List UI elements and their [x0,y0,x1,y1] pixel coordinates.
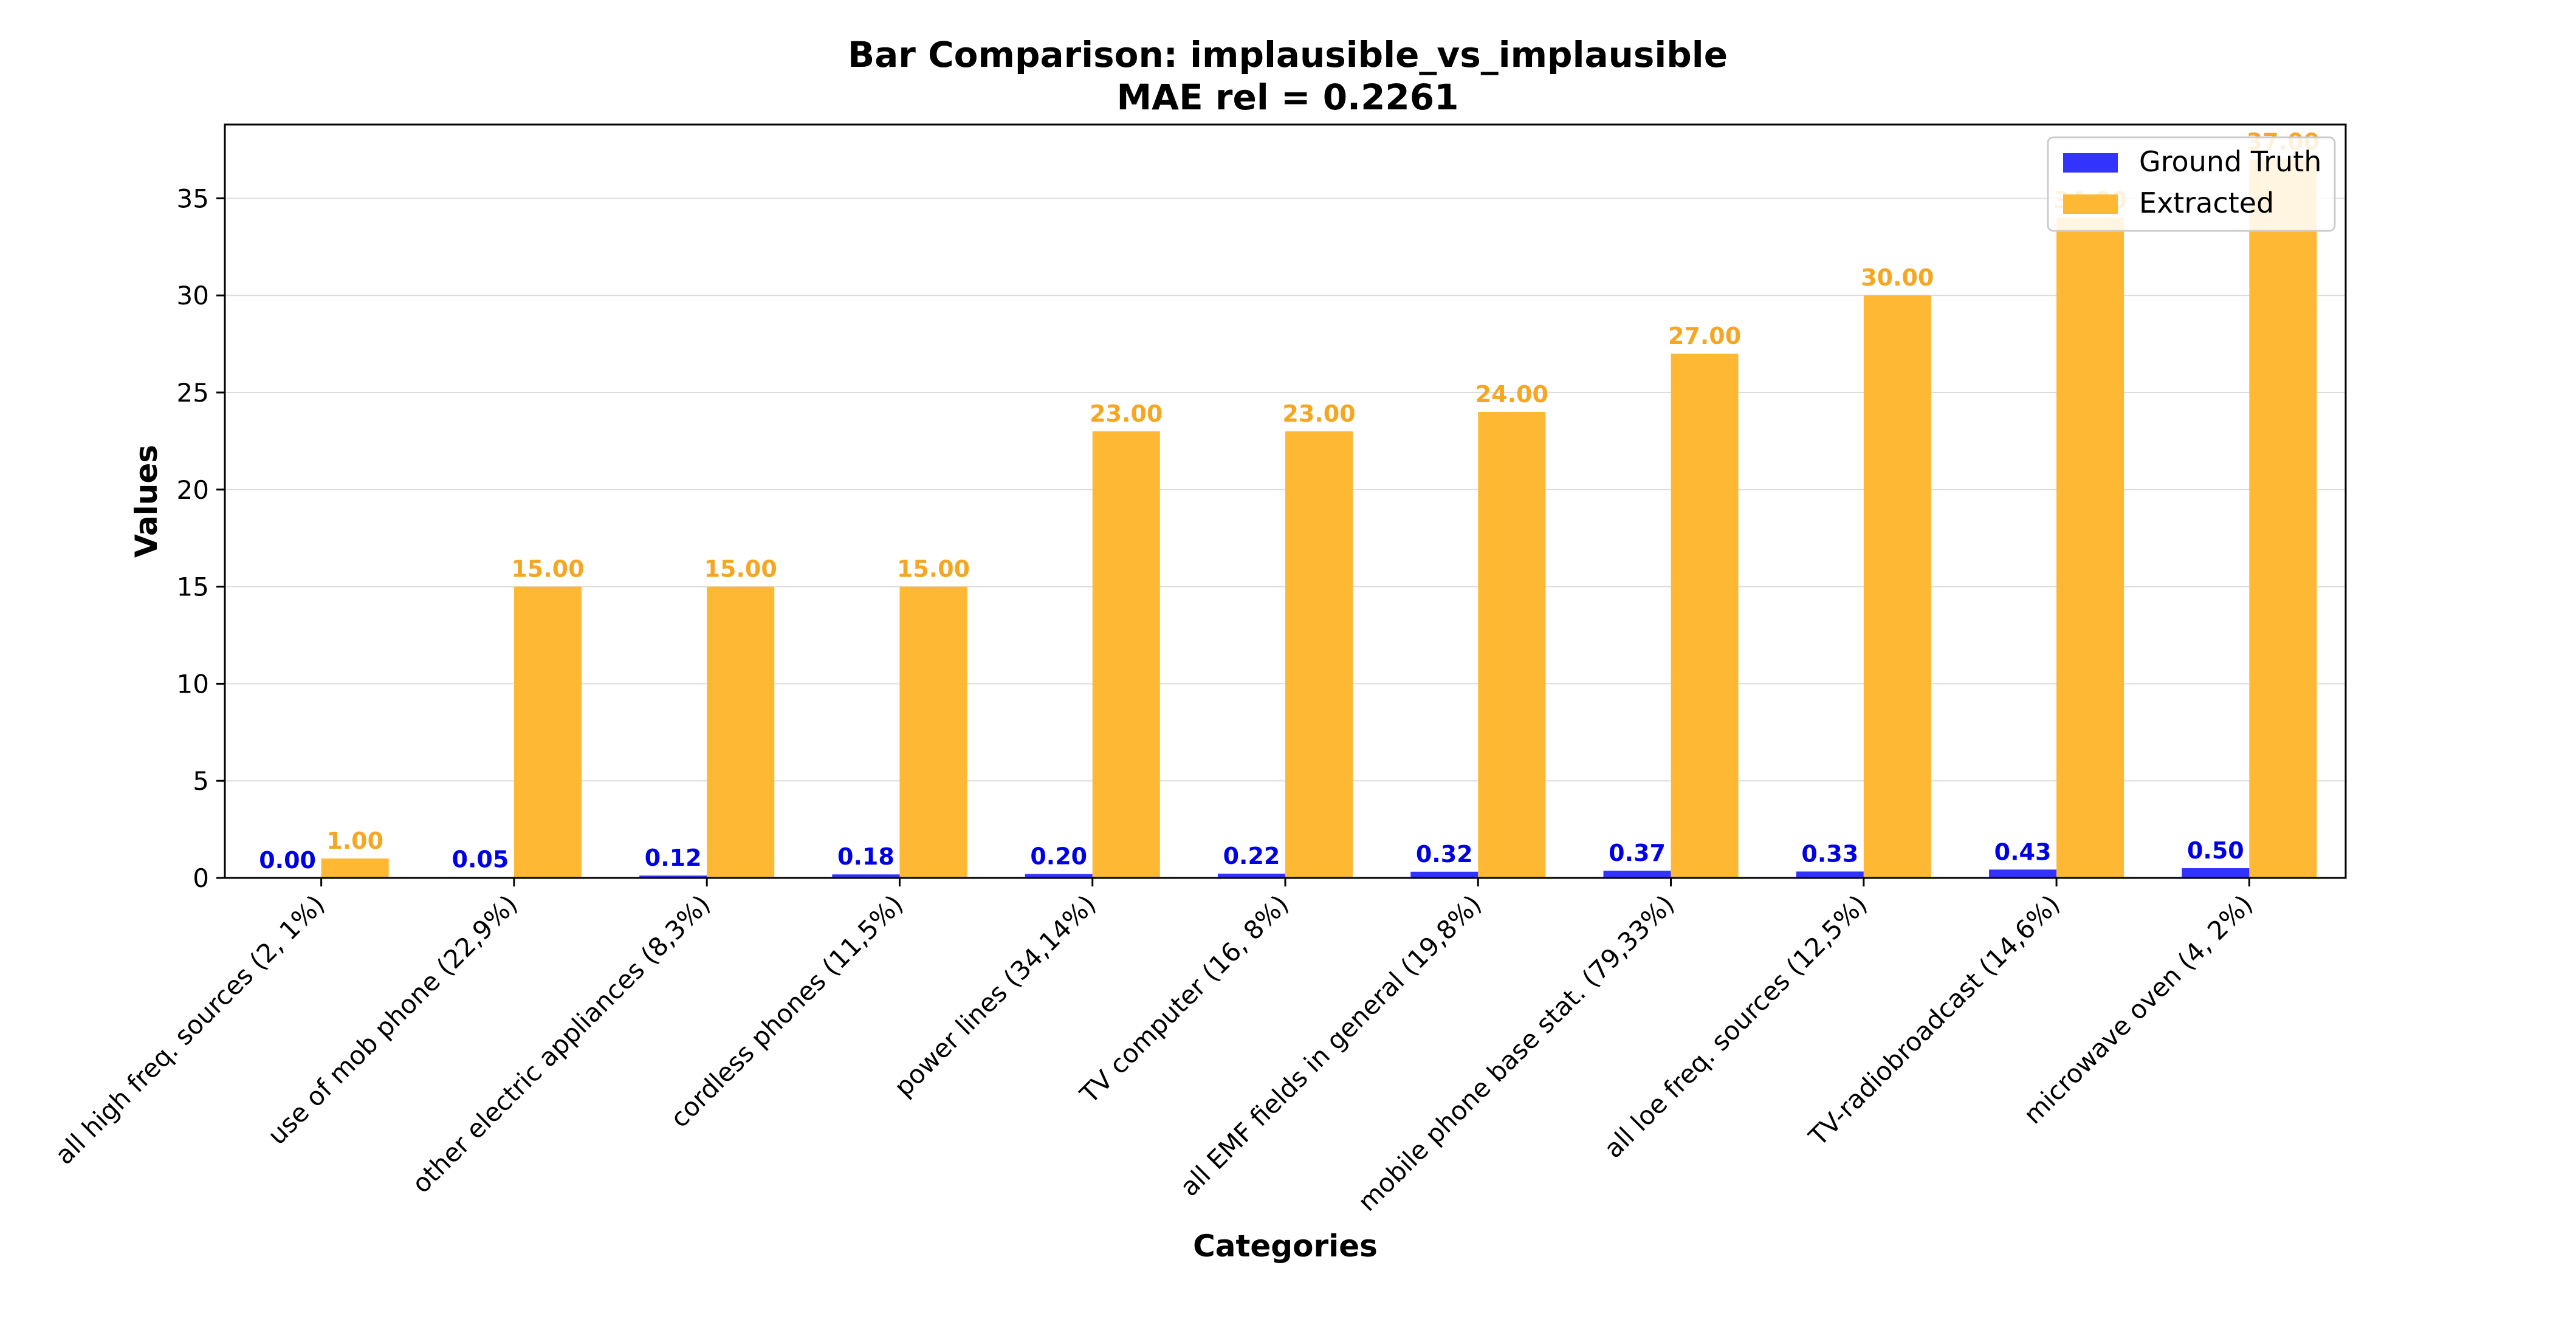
data-label-ground-truth: 0.37 [1609,840,1666,866]
data-label-ground-truth: 0.22 [1223,843,1280,869]
bar-ground-truth [1410,871,1479,878]
y-axis: 0 5 10 15 20 25 30 35 [177,183,225,893]
data-label-ground-truth: 0.43 [1994,838,2052,865]
bar-extracted [1863,295,1931,878]
data-label-ground-truth: 0.50 [2187,837,2244,864]
y-tick-label: 0 [193,863,209,893]
y-tick-label: 30 [177,281,209,310]
data-label-ground-truth: 0.12 [645,845,702,871]
bar-extracted [2249,159,2317,879]
x-tick-label: cordless phones (11,5%) [665,889,909,1133]
data-label-extracted: 30.00 [1861,264,1934,291]
bar-extracted [1285,431,1353,878]
x-tick-label: other electric appliances (8,3%) [406,889,716,1199]
x-tick-label: mobile phone base stat. (79,33%) [1352,889,1680,1217]
bar-ground-truth [639,875,707,878]
y-tick-label: 10 [177,669,209,699]
data-label-extracted: 24.00 [1475,381,1548,408]
bar-extracted [707,586,775,878]
data-label-extracted: 23.00 [1282,400,1355,427]
data-label-extracted: 27.00 [1668,323,1741,349]
chart-subtitle: MAE rel = 0.2261 [1116,77,1458,118]
legend-swatch-extracted [2063,194,2118,214]
y-tick-label: 25 [177,378,209,408]
bar-ground-truth [1989,869,2057,878]
bar-extracted [513,586,582,878]
data-label-extracted: 15.00 [511,556,584,583]
bar-extracted [2056,218,2124,878]
x-tick-label: microwave oven (4, 2%) [2018,889,2258,1129]
bar-ground-truth [1217,873,1285,878]
x-tick-label: power lines (34,14%) [888,889,1102,1102]
bars [321,159,2317,879]
bar-extracted [321,858,389,878]
data-label-ground-truth: 0.18 [837,843,895,870]
data-label-ground-truth: 0.33 [1801,840,1858,867]
y-tick-label: 5 [193,766,209,796]
y-tick-label: 20 [177,475,209,505]
bar-extracted [1478,411,1546,878]
legend-label-ground-truth: Ground Truth [2139,145,2321,178]
bar-extracted [1092,431,1160,878]
bar-ground-truth [2182,868,2250,878]
x-tick-label: all EMF fields in general (19,8%) [1174,889,1487,1202]
data-label-ground-truth: 0.20 [1030,843,1087,870]
data-label-extracted: 1.00 [326,827,383,854]
data-label-ground-truth: 0.05 [452,846,509,872]
legend: Ground Truth Extracted [2047,136,2336,232]
data-label-extracted: 15.00 [704,556,777,583]
y-tick-label: 35 [177,183,209,213]
y-axis-title: Values [129,445,164,558]
data-label-ground-truth: 0.00 [259,847,316,874]
chart-title: Bar Comparison: implausible_vs_implausib… [848,34,1728,75]
bar-ground-truth [1796,871,1864,878]
bar-extracted [899,586,967,878]
x-axis: all high freq. sources (2, 1%)use of mob… [49,878,2258,1217]
data-label-extracted: 23.00 [1090,400,1163,427]
data-label-ground-truth: 0.32 [1416,841,1473,868]
bar-ground-truth [1603,871,1671,878]
y-tick-label: 15 [177,572,209,602]
data-label-extracted: 15.00 [897,556,970,583]
bar-ground-truth [832,874,900,878]
x-tick-label: TV computer (16, 8%) [1074,889,1294,1109]
legend-label-extracted: Extracted [2139,187,2274,219]
x-axis-title: Categories [1193,1228,1378,1264]
legend-swatch-ground-truth [2063,153,2118,173]
bar-extracted [1671,354,1739,878]
bar-ground-truth [1025,874,1093,878]
legend-box [2047,136,2336,232]
